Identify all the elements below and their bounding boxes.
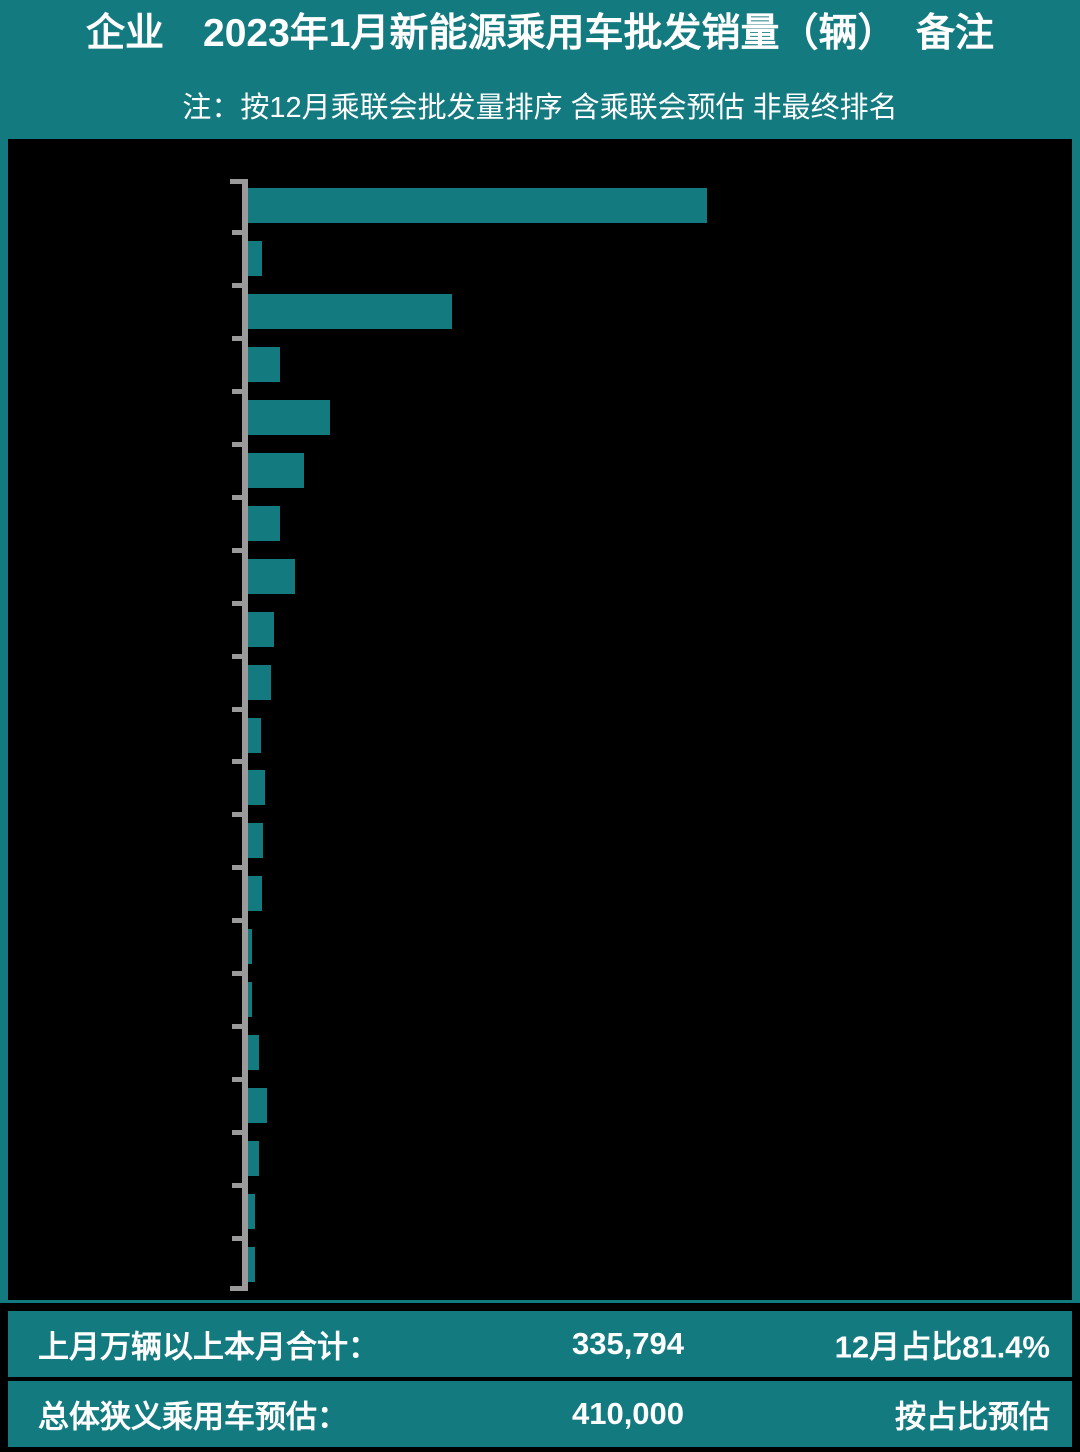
y-axis-tick — [232, 1183, 248, 1188]
chart-bar — [248, 876, 262, 911]
y-axis-tick — [232, 707, 248, 712]
y-axis-bottom-cap — [230, 1286, 248, 1291]
y-axis-spine — [242, 179, 248, 1291]
chart-bar — [248, 929, 252, 964]
y-axis-tick — [232, 1024, 248, 1029]
chart-bar — [248, 1141, 259, 1176]
y-axis-tick — [232, 918, 248, 923]
chart-bar — [248, 1194, 255, 1229]
chart-bar — [248, 665, 271, 700]
y-axis-tick — [232, 1236, 248, 1241]
y-axis-tick — [232, 1077, 248, 1082]
y-axis-tick — [232, 1130, 248, 1135]
summary-row-forecast: 总体狭义乘用车预估： 410,000 按占比预估 — [8, 1381, 1072, 1447]
chart-bar — [248, 1247, 255, 1282]
chart-bar — [248, 770, 265, 805]
y-axis-tick — [232, 230, 248, 235]
y-axis-tick — [232, 495, 248, 500]
y-axis-tick — [232, 865, 248, 870]
summary-value: 335,794 — [571, 1326, 685, 1361]
chart-header: 企业 2023年1月新能源乘用车批发销量（辆） 备注 注：按12月乘联会批发量排… — [0, 0, 1080, 136]
chart-bar — [248, 453, 304, 488]
y-axis-tick — [232, 548, 248, 553]
y-axis-tick — [232, 654, 248, 659]
chart-bar — [248, 559, 295, 594]
chart-bar — [248, 612, 274, 647]
chart-bar — [248, 1088, 267, 1123]
chart-bar — [248, 823, 263, 858]
forecast-value: 410,000 — [571, 1396, 685, 1431]
summary-label: 上月万辆以上本月合计： — [38, 1329, 379, 1365]
y-axis-tick — [232, 759, 248, 764]
chart-bar — [248, 241, 262, 276]
y-axis-tick — [232, 336, 248, 341]
forecast-remark: 按占比预估 — [895, 1399, 1050, 1435]
y-axis-top-cap — [230, 179, 248, 184]
chart-bar — [248, 400, 330, 435]
y-axis-tick — [232, 283, 248, 288]
forecast-label: 总体狭义乘用车预估： — [38, 1399, 348, 1435]
chart-bar — [248, 347, 280, 382]
chart-plot-area — [8, 139, 1072, 1300]
chart-bar — [248, 188, 707, 223]
chart-frame — [0, 136, 1080, 1303]
y-axis-tick — [232, 442, 248, 447]
chart-bar — [248, 506, 280, 541]
chart-bar — [248, 294, 452, 329]
summary-remark: 12月占比81.4% — [834, 1329, 1050, 1365]
chart-bar — [248, 718, 261, 753]
header-note: 注：按12月乘联会批发量排序 含乘联会预估 非最终排名 — [182, 92, 898, 124]
chart-bar — [248, 1035, 259, 1070]
y-axis-tick — [232, 971, 248, 976]
page-title: 企业 2023年1月新能源乘用车批发销量（辆） 备注 — [86, 12, 994, 55]
y-axis-tick — [232, 601, 248, 606]
chart-bar — [248, 982, 252, 1017]
y-axis-tick — [232, 812, 248, 817]
summary-row-monthly-total: 上月万辆以上本月合计： 335,794 12月占比81.4% — [8, 1311, 1072, 1377]
y-axis-tick — [232, 389, 248, 394]
